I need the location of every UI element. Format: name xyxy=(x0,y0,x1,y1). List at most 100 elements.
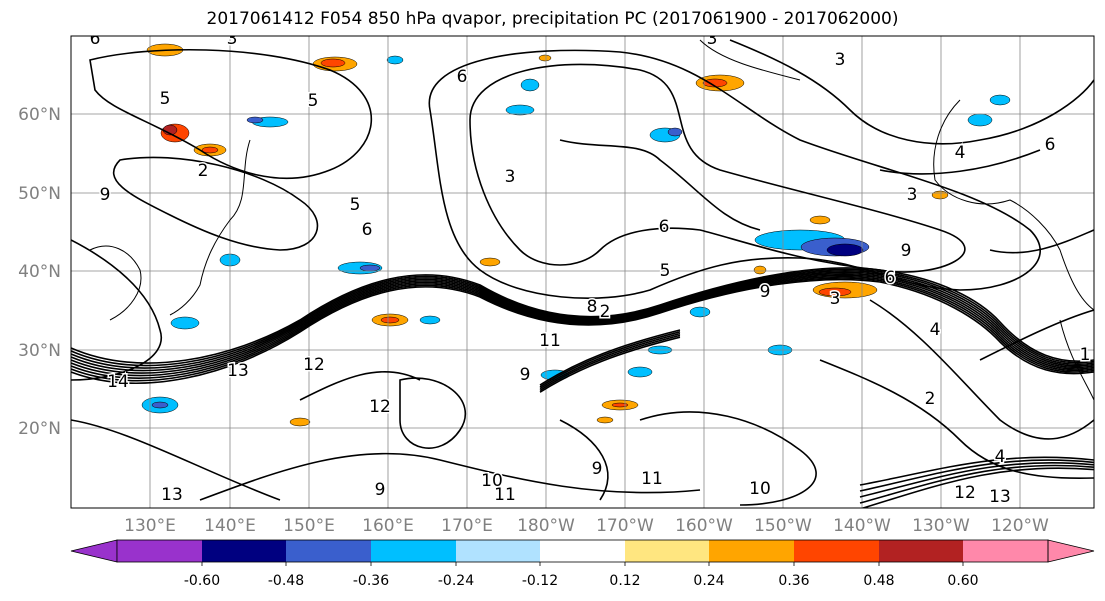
colorbar-segment xyxy=(625,540,709,562)
contour-line xyxy=(539,332,681,390)
contour-label: 5 xyxy=(160,89,171,109)
contour-label: 5 xyxy=(660,261,671,281)
contour-line xyxy=(979,309,1094,361)
contour-label: 3 xyxy=(835,50,846,70)
precip-patch xyxy=(479,257,501,267)
longitude-label: 170°E xyxy=(441,516,493,536)
contour-label: 3 xyxy=(707,29,718,49)
latitude-label: 30°N xyxy=(18,341,61,361)
contour-label: 13 xyxy=(989,487,1011,507)
precip-patch xyxy=(667,127,683,137)
contour-line xyxy=(539,329,681,386)
contour-line xyxy=(859,459,1094,492)
contour-line xyxy=(859,456,1094,486)
precip-patch xyxy=(359,264,381,272)
contour-label: 9 xyxy=(760,282,771,302)
jet-contour xyxy=(71,267,1094,364)
contour-label: 10 xyxy=(749,479,771,499)
contour-label: 6 xyxy=(362,220,373,240)
longitude-label: 130°E xyxy=(124,516,176,536)
contour-line xyxy=(729,39,1094,145)
latitude-label: 20°N xyxy=(18,419,61,439)
jet-contour xyxy=(71,272,1094,374)
longitude-label: 150°W xyxy=(754,516,812,536)
longitude-axis: 130°E 140°E 150°E 160°E 170°E 180°W 170°W 160°W… xyxy=(124,516,1049,536)
asia-coastline xyxy=(89,245,142,321)
contour-line xyxy=(859,464,1094,504)
precip-patch xyxy=(753,265,767,275)
precip-patch xyxy=(151,401,169,409)
contour-line xyxy=(989,229,1094,254)
colorbar-tick-label: 0.60 xyxy=(947,573,978,589)
longitude-label: 150°E xyxy=(283,516,335,536)
longitude-label: 170°W xyxy=(596,516,654,536)
contour-label: 6 xyxy=(659,217,670,237)
precip-patch xyxy=(627,366,653,378)
colorbar-frame xyxy=(116,539,1049,563)
contour-line xyxy=(869,299,1094,440)
contour-label: 10 xyxy=(481,471,503,491)
contour-label: 1 xyxy=(1080,345,1091,365)
jet-contour xyxy=(71,274,1094,377)
colorbar-tick-label: -0.60 xyxy=(184,573,220,589)
colorbar-tick-label: 0.48 xyxy=(863,573,894,589)
contour-label: 3 xyxy=(505,167,516,187)
baja-coastline xyxy=(1059,319,1094,401)
colorbar-tick-label: 0.12 xyxy=(609,573,640,589)
contour-label: 12 xyxy=(954,483,976,503)
precip-patch xyxy=(611,402,629,408)
latitude-label: 40°N xyxy=(18,262,61,282)
contour-line xyxy=(819,359,1094,480)
colorbar-segment xyxy=(963,540,1048,562)
precip-anomaly-patches xyxy=(141,43,1011,427)
contour-label: 13 xyxy=(227,361,249,381)
contour-label: 3 xyxy=(830,289,841,309)
contour-label: 8 xyxy=(587,297,598,317)
precip-patch xyxy=(826,243,864,257)
contour-label: 2 xyxy=(198,161,209,181)
colorbar-segment xyxy=(202,540,286,562)
contour-label: 13 xyxy=(161,485,183,505)
colorbar-tick-label: -0.24 xyxy=(438,573,474,589)
longitude-label: 140°W xyxy=(833,516,891,536)
contour-label: 12 xyxy=(369,397,391,417)
colorbar-segment xyxy=(117,540,202,562)
colorbar-arrow-high xyxy=(1047,539,1095,563)
jet-contour xyxy=(71,277,1094,382)
contour-label: 4 xyxy=(995,447,1006,467)
colorbar-segment xyxy=(286,540,371,562)
colorbar-tick-label: 0.36 xyxy=(778,573,809,589)
jet-contour xyxy=(71,275,1094,379)
precip-patch xyxy=(596,416,614,424)
contour-line xyxy=(399,377,467,449)
colorbar-segment xyxy=(709,540,794,562)
colorbar-segment xyxy=(371,540,456,562)
colorbar-segment xyxy=(456,540,540,562)
contour-line xyxy=(879,149,1041,175)
precip-patch xyxy=(386,55,404,65)
jet-contour xyxy=(71,270,1094,369)
qvapor-contours xyxy=(71,39,1094,508)
longitude-label: 160°W xyxy=(675,516,733,536)
colorbar: -0.60 -0.48 -0.36 -0.24 -0.12 0.12 0.24 0.36 0.4… xyxy=(70,539,1095,589)
japan-coastline xyxy=(169,139,251,316)
contour-label: 11 xyxy=(494,485,516,505)
precip-patch xyxy=(931,190,949,200)
contour-line xyxy=(113,156,319,251)
contour-label: 4 xyxy=(955,143,966,163)
contour-line xyxy=(469,63,966,273)
precip-patch xyxy=(809,215,831,225)
precip-patch xyxy=(538,54,552,62)
north-america-coastline xyxy=(933,99,1094,311)
map-background xyxy=(71,36,1094,508)
longitude-label: 130°W xyxy=(912,516,970,536)
contour-line xyxy=(539,334,681,392)
precip-patch xyxy=(689,306,711,318)
contour-label: 5 xyxy=(350,195,361,215)
contour-label: 9 xyxy=(375,480,386,500)
latitude-label: 60°N xyxy=(18,105,61,125)
contour-line xyxy=(428,49,1041,299)
